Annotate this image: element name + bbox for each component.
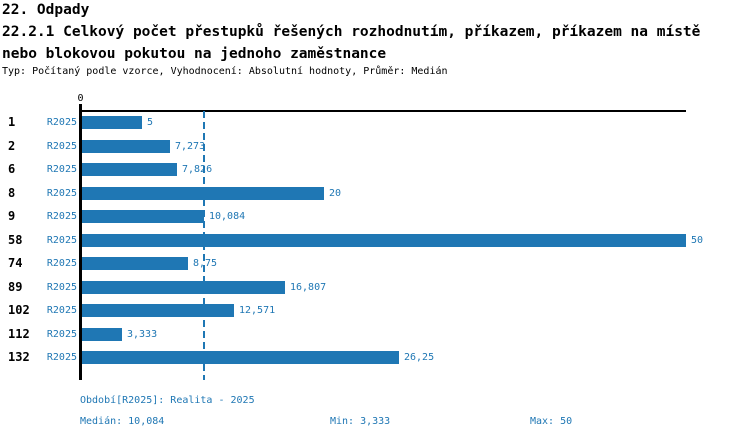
bar-value-label: 8,75 (193, 258, 218, 269)
bar (82, 210, 204, 223)
row-series-label: R2025 (46, 188, 77, 199)
bar (82, 257, 188, 270)
row-category-label: 8 (8, 186, 16, 200)
row-category-label: 58 (8, 233, 23, 247)
bar-value-label: 12,571 (239, 305, 276, 316)
min-stat-label: Min: 3,333 (330, 416, 391, 427)
row-series-label: R2025 (46, 305, 77, 316)
bar-value-label: 5 (147, 117, 154, 128)
bar (82, 304, 234, 317)
max-stat-label: Max: 50 (530, 416, 573, 427)
row-series-label: R2025 (46, 235, 77, 246)
bar-value-label: 10,084 (209, 211, 246, 222)
row-series-label: R2025 (46, 117, 77, 128)
row-category-label: 102 (8, 303, 30, 317)
row-series-label: R2025 (46, 211, 77, 222)
row-series-label: R2025 (46, 141, 77, 152)
row-series-label: R2025 (46, 329, 77, 340)
row-category-label: 89 (8, 280, 23, 294)
bar (82, 163, 177, 176)
period-label: Období[R2025]: Realita - 2025 (80, 395, 255, 406)
row-category-label: 6 (8, 162, 16, 176)
chart-title-line2: nebo blokovou pokutou na jednoho zaměstn… (2, 46, 387, 62)
chart-title-line1: 22.2.1 Celkový počet přestupků řešených … (2, 24, 701, 40)
bar (82, 234, 686, 247)
median-stat-label: Medián: 10,084 (80, 416, 165, 427)
x-axis-line (80, 110, 686, 112)
row-series-label: R2025 (46, 352, 77, 363)
bar-value-label: 26,25 (404, 352, 435, 363)
bar (82, 140, 170, 153)
bar-value-label: 3,333 (127, 329, 158, 340)
row-category-label: 9 (8, 209, 16, 223)
bar (82, 281, 285, 294)
row-category-label: 1 (8, 115, 16, 129)
report-section-title: 22. Odpady (2, 2, 90, 18)
row-category-label: 74 (8, 256, 23, 270)
row-category-label: 132 (8, 350, 30, 364)
bar-value-label: 7,826 (182, 164, 213, 175)
y-axis-line (79, 104, 82, 380)
bar-value-label: 20 (329, 188, 342, 199)
row-series-label: R2025 (46, 258, 77, 269)
row-series-label: R2025 (46, 282, 77, 293)
bar (82, 351, 399, 364)
x-axis-zero-tick-label: 0 (77, 93, 84, 104)
bar (82, 328, 122, 341)
bar (82, 187, 324, 200)
row-series-label: R2025 (46, 164, 77, 175)
row-category-label: 2 (8, 139, 16, 153)
chart-meta-line: Typ: Počítaný podle vzorce, Vyhodnocení:… (2, 66, 448, 77)
bar-value-label: 16,807 (290, 282, 327, 293)
row-category-label: 112 (8, 327, 30, 341)
bar (82, 116, 142, 129)
bar-value-label: 7,273 (175, 141, 206, 152)
bar-value-label: 50 (691, 235, 704, 246)
